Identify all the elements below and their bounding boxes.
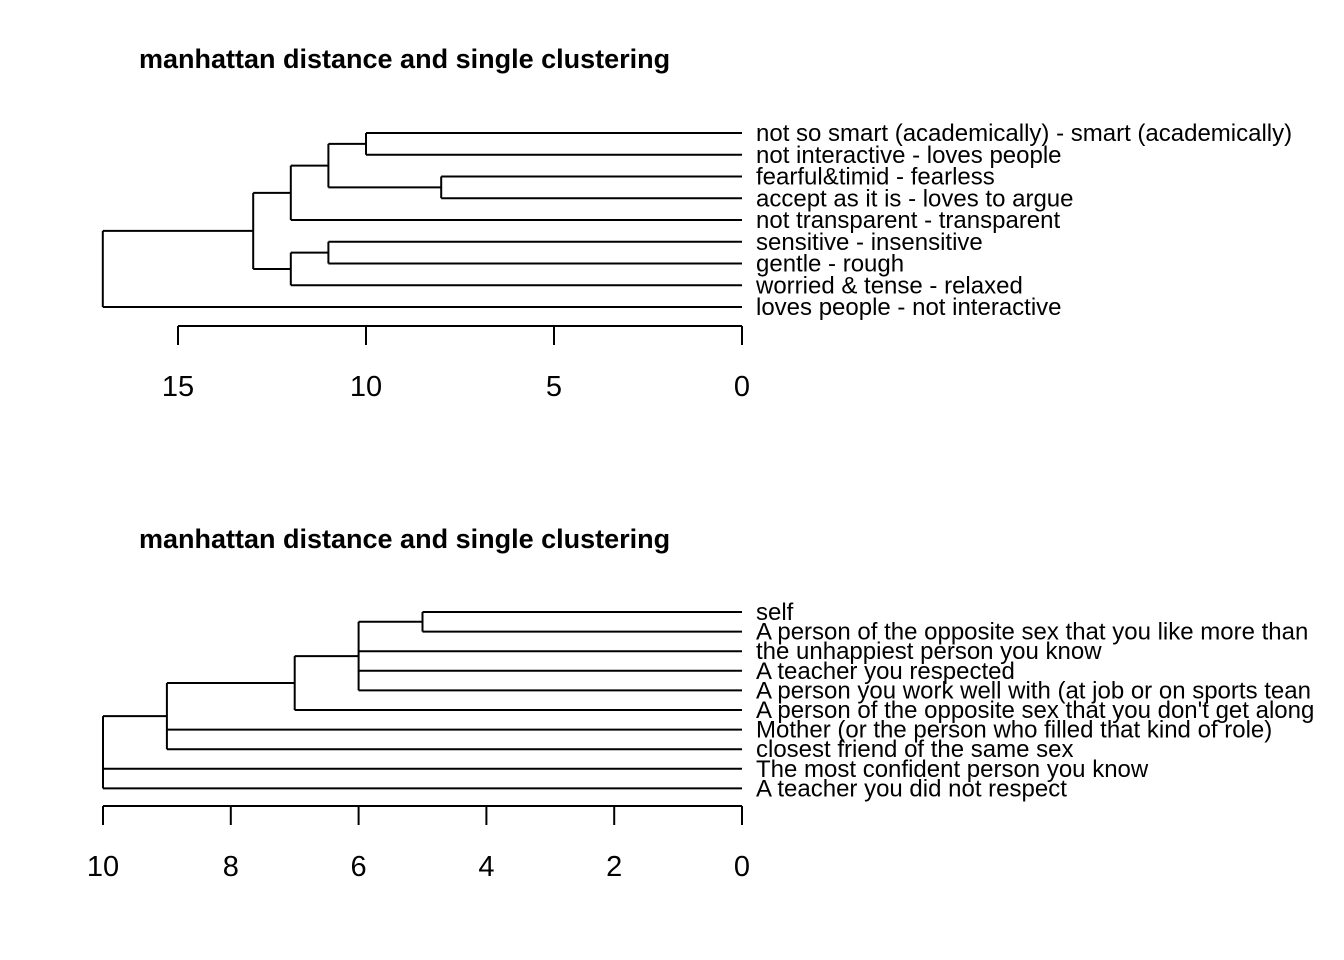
- x-tick-label: 0: [734, 851, 750, 883]
- leaf-label: self: [756, 599, 794, 626]
- x-axis: 10 8 6 4 2 0: [87, 805, 750, 883]
- x-tick-label: 10: [350, 371, 382, 403]
- dendrogram-panel-2: manhattan distance and single clustering…: [87, 524, 1314, 883]
- leaf-label: sensitive - insensitive: [756, 229, 983, 256]
- chart-title: manhattan distance and single clustering: [139, 524, 670, 554]
- leaf-label: Mother (or the person who filled that ki…: [756, 717, 1272, 744]
- leaf-label: the unhappiest person you know: [756, 638, 1102, 665]
- leaf-label: accept as it is - loves to argue: [756, 185, 1073, 212]
- leaf-label: The most confident person you know: [756, 756, 1149, 783]
- leaf-label: gentle - rough: [756, 251, 904, 278]
- x-tick-label: 10: [87, 851, 119, 883]
- x-tick-label: 6: [351, 851, 367, 883]
- leaf-label: not transparent - transparent: [756, 207, 1061, 234]
- leaf-label: A person of the opposite sex that you li…: [756, 619, 1308, 646]
- leaf-labels: not so smart (academically) - smart (aca…: [755, 120, 1292, 321]
- x-tick-label: 8: [223, 851, 239, 883]
- x-axis: 15 10 5 0: [162, 325, 750, 403]
- dendrogram-branches: [101, 132, 742, 308]
- leaf-label: loves people - not interactive: [756, 294, 1062, 321]
- leaf-label: not interactive - loves people: [756, 142, 1062, 169]
- leaf-label: A teacher you respected: [756, 658, 1015, 685]
- leaf-label: worried & tense - relaxed: [755, 272, 1023, 299]
- dendrogram-branches: [102, 611, 742, 790]
- leaf-label: not so smart (academically) - smart (aca…: [756, 120, 1292, 147]
- dendrogram-panel-1: manhattan distance and single clustering…: [101, 44, 1292, 403]
- x-tick-label: 0: [734, 371, 750, 403]
- x-tick-label: 4: [478, 851, 494, 883]
- leaf-label: closest friend of the same sex: [756, 736, 1073, 763]
- x-tick-label: 15: [162, 371, 194, 403]
- leaf-label: A teacher you did not respect: [756, 775, 1067, 802]
- x-tick-label: 2: [606, 851, 622, 883]
- leaf-label: fearful&timid - fearless: [756, 164, 995, 191]
- leaf-label: A person you work well with (at job or o…: [756, 677, 1311, 704]
- chart-title: manhattan distance and single clustering: [139, 44, 670, 74]
- x-tick-label: 5: [546, 371, 562, 403]
- leaf-label: A person of the opposite sex that you do…: [756, 697, 1314, 724]
